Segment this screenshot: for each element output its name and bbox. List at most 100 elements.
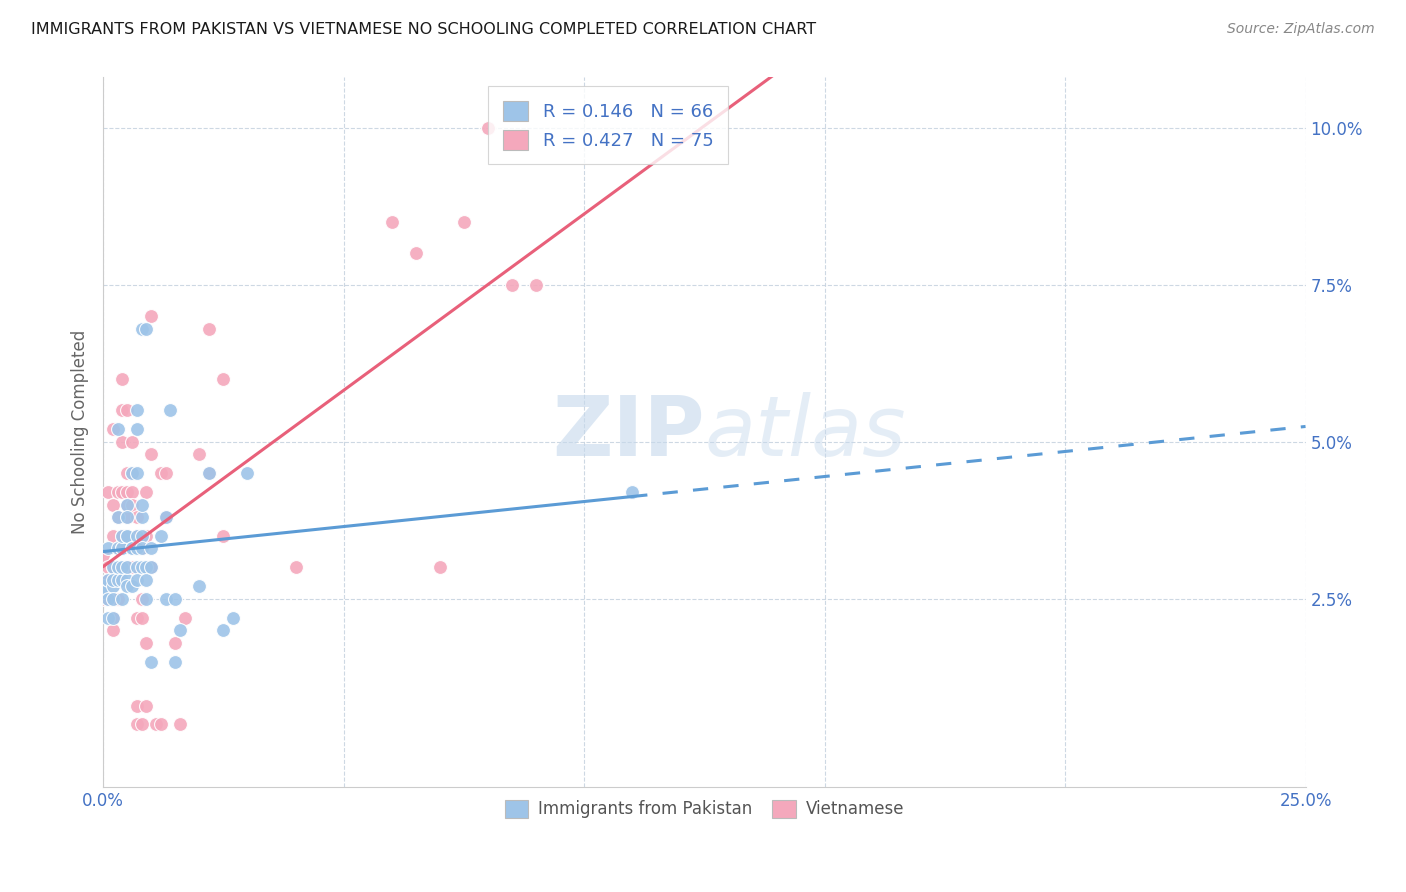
Point <box>121 560 143 574</box>
Point <box>222 610 245 624</box>
Point <box>188 447 211 461</box>
Point <box>125 610 148 624</box>
Point <box>115 573 138 587</box>
Point <box>524 277 547 292</box>
Point <box>165 591 187 606</box>
Point <box>115 485 138 500</box>
Point <box>212 529 235 543</box>
Point <box>107 485 129 500</box>
Point <box>101 591 124 606</box>
Point <box>97 560 120 574</box>
Point <box>131 591 153 606</box>
Point <box>97 573 120 587</box>
Point <box>131 560 153 574</box>
Point <box>107 560 129 574</box>
Point <box>198 466 221 480</box>
Text: ZIP: ZIP <box>551 392 704 473</box>
Point <box>165 636 187 650</box>
Point <box>159 403 181 417</box>
Point <box>135 529 157 543</box>
Point <box>125 403 148 417</box>
Point <box>115 498 138 512</box>
Point <box>107 573 129 587</box>
Point <box>101 623 124 637</box>
Text: Source: ZipAtlas.com: Source: ZipAtlas.com <box>1227 22 1375 37</box>
Point <box>107 422 129 436</box>
Point <box>107 560 129 574</box>
Point <box>91 591 114 606</box>
Point <box>115 403 138 417</box>
Point <box>198 466 221 480</box>
Text: IMMIGRANTS FROM PAKISTAN VS VIETNAMESE NO SCHOOLING COMPLETED CORRELATION CHART: IMMIGRANTS FROM PAKISTAN VS VIETNAMESE N… <box>31 22 815 37</box>
Point <box>149 717 172 731</box>
Point <box>121 541 143 556</box>
Point <box>97 541 120 556</box>
Point <box>115 560 138 574</box>
Point <box>125 717 148 731</box>
Point <box>125 698 148 713</box>
Point <box>125 573 148 587</box>
Point <box>107 591 129 606</box>
Point <box>125 529 148 543</box>
Point <box>115 529 138 543</box>
Point <box>115 529 138 543</box>
Point <box>111 573 134 587</box>
Point <box>131 529 153 543</box>
Point <box>155 466 177 480</box>
Point <box>135 560 157 574</box>
Point <box>107 541 129 556</box>
Point <box>121 434 143 449</box>
Point <box>188 579 211 593</box>
Point <box>141 541 163 556</box>
Point <box>107 541 129 556</box>
Point <box>284 560 307 574</box>
Point <box>97 485 120 500</box>
Point <box>101 573 124 587</box>
Point <box>101 579 124 593</box>
Point <box>621 485 644 500</box>
Point <box>101 560 124 574</box>
Point <box>115 510 138 524</box>
Point <box>135 591 157 606</box>
Point <box>174 610 197 624</box>
Point <box>169 717 191 731</box>
Point <box>111 541 134 556</box>
Point <box>121 541 143 556</box>
Point <box>125 529 148 543</box>
Legend: Immigrants from Pakistan, Vietnamese: Immigrants from Pakistan, Vietnamese <box>498 793 911 825</box>
Point <box>121 541 143 556</box>
Point <box>141 309 163 323</box>
Point <box>97 610 120 624</box>
Point <box>141 655 163 669</box>
Point <box>91 579 114 593</box>
Point <box>155 591 177 606</box>
Point <box>111 529 134 543</box>
Point <box>131 498 153 512</box>
Point <box>155 510 177 524</box>
Point <box>131 541 153 556</box>
Point <box>131 510 153 524</box>
Point <box>169 623 191 637</box>
Point <box>145 717 167 731</box>
Point <box>115 510 138 524</box>
Point <box>212 623 235 637</box>
Point <box>125 560 148 574</box>
Point <box>101 422 124 436</box>
Point <box>107 510 129 524</box>
Point <box>477 120 499 135</box>
Point <box>111 541 134 556</box>
Point <box>111 560 134 574</box>
Point <box>101 529 124 543</box>
Point <box>91 548 114 562</box>
Point <box>236 466 259 480</box>
Point <box>101 560 124 574</box>
Point <box>121 498 143 512</box>
Point <box>141 560 163 574</box>
Point <box>198 321 221 335</box>
Point <box>131 321 153 335</box>
Point <box>107 510 129 524</box>
Point <box>131 541 153 556</box>
Point <box>135 321 157 335</box>
Point <box>97 573 120 587</box>
Point <box>97 591 120 606</box>
